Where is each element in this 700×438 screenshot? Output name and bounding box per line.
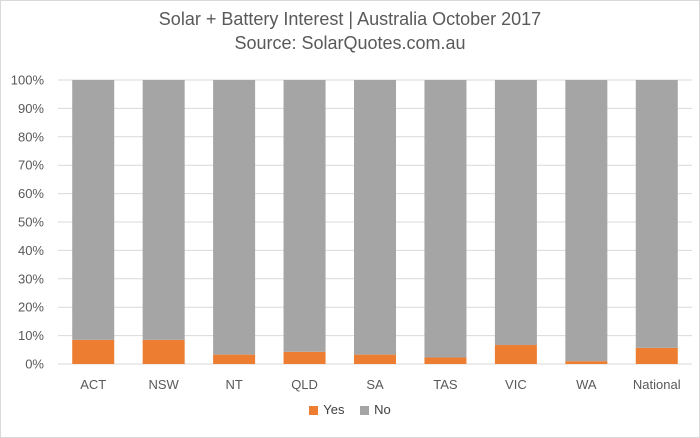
x-tick-label: VIC — [505, 377, 527, 392]
bar-yes-wa — [565, 361, 608, 364]
bar-no-sa — [354, 80, 396, 355]
y-tick-label: 20% — [18, 300, 44, 315]
y-tick-label: 100% — [11, 73, 45, 88]
x-tick-label: TAS — [433, 377, 458, 392]
bar-yes-nsw — [142, 339, 185, 364]
y-tick-label: 50% — [18, 215, 44, 230]
chart-title: Solar + Battery Interest | Australia Oct… — [158, 9, 542, 29]
legend-swatch-no — [360, 406, 370, 415]
x-tick-label: ACT — [80, 377, 106, 392]
bar-no-nsw — [142, 80, 185, 340]
bar-yes-tas — [424, 357, 467, 364]
x-tick-label: National — [633, 377, 681, 392]
bar-no-national — [635, 80, 678, 348]
x-tick-label: NT — [225, 377, 242, 392]
legend-item-no: No — [360, 402, 391, 417]
y-tick-label: 70% — [18, 158, 44, 173]
bar-yes-nt — [213, 354, 256, 364]
x-tick-label: NSW — [148, 377, 179, 392]
x-tick-label: WA — [576, 377, 597, 392]
y-tick-label: 0% — [25, 357, 44, 372]
y-tick-label: 90% — [18, 101, 44, 116]
x-tick-label: SA — [366, 377, 384, 392]
legend-item-yes: Yes — [309, 402, 344, 417]
bar-no-nt — [213, 80, 256, 355]
bar-yes-act — [72, 339, 115, 364]
y-tick-label: 10% — [18, 328, 44, 343]
bar-yes-qld — [283, 351, 326, 364]
y-tick-label: 60% — [18, 186, 44, 201]
bar-no-vic — [494, 80, 537, 345]
bar-yes-vic — [494, 344, 537, 364]
bar-no-tas — [424, 80, 467, 358]
legend-label-no: No — [374, 402, 391, 417]
bar-no-wa — [565, 80, 608, 362]
y-tick-label: 80% — [18, 129, 44, 144]
legend-swatch-yes — [309, 406, 319, 415]
y-tick-label: 40% — [18, 243, 44, 258]
bar-no-qld — [283, 80, 326, 352]
chart-subtitle: Source: SolarQuotes.com.au — [234, 33, 466, 53]
x-tick-label: QLD — [291, 377, 318, 392]
bar-no-act — [72, 80, 115, 340]
bar-yes-national — [635, 347, 678, 364]
legend-label-yes: Yes — [323, 402, 345, 417]
legend: Yes No — [0, 402, 700, 417]
y-tick-label: 30% — [18, 271, 44, 286]
bar-yes-sa — [354, 354, 396, 364]
